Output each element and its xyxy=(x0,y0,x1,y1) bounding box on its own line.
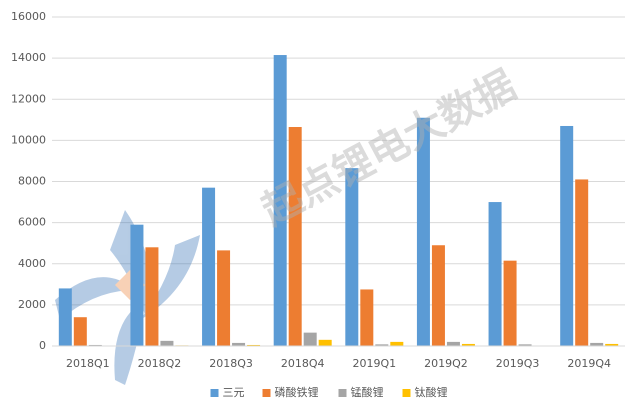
legend-label: 钛酸锂 xyxy=(415,385,448,399)
legend-label: 锰酸锂 xyxy=(351,385,384,399)
bar xyxy=(360,289,374,346)
bar xyxy=(431,245,445,346)
legend-swatch xyxy=(338,389,347,397)
y-tick-label: 12000 xyxy=(11,92,46,105)
y-tick-label: 8000 xyxy=(18,175,46,188)
bar xyxy=(560,125,574,346)
x-tick-label: 2018Q1 xyxy=(66,357,110,370)
y-tick-label: 6000 xyxy=(18,216,46,229)
bar xyxy=(73,317,87,346)
bar xyxy=(273,55,287,347)
bar xyxy=(503,260,517,346)
y-tick-label: 0 xyxy=(39,339,46,352)
y-tick-label: 14000 xyxy=(11,51,46,64)
bar xyxy=(232,342,246,346)
bar xyxy=(461,343,475,346)
legend-swatch xyxy=(262,389,271,397)
bar xyxy=(345,168,359,346)
bar xyxy=(375,344,389,346)
x-tick-label: 2018Q4 xyxy=(281,357,325,370)
bar xyxy=(446,341,460,346)
bar xyxy=(575,179,589,346)
legend-swatch xyxy=(210,389,219,397)
x-tick-label: 2019Q3 xyxy=(496,357,540,370)
y-tick-label: 10000 xyxy=(11,133,46,146)
legend-swatch xyxy=(402,389,411,397)
legend-label: 三元 xyxy=(223,386,245,399)
bar xyxy=(390,341,404,346)
bar xyxy=(217,250,231,346)
x-tick-label: 2019Q1 xyxy=(352,357,396,370)
bar xyxy=(488,202,502,346)
bar xyxy=(605,343,619,346)
y-tick-label: 4000 xyxy=(18,257,46,270)
bar xyxy=(416,117,430,346)
y-tick-label: 16000 xyxy=(11,10,46,23)
bar xyxy=(590,342,604,346)
bar xyxy=(145,247,159,346)
bar xyxy=(202,187,216,346)
bar xyxy=(58,288,72,346)
x-tick-label: 2018Q2 xyxy=(138,357,182,370)
bar xyxy=(318,339,332,346)
bar xyxy=(288,127,302,347)
bar xyxy=(130,224,144,346)
y-tick-label: 2000 xyxy=(18,298,46,311)
bar xyxy=(160,340,174,346)
bar xyxy=(247,344,261,346)
x-tick-label: 2018Q3 xyxy=(209,357,253,370)
legend-label: 磷酸铁锂 xyxy=(275,385,319,399)
bar xyxy=(518,344,532,346)
x-tick-label: 2019Q2 xyxy=(424,357,468,370)
bar xyxy=(303,332,317,346)
bar xyxy=(88,344,102,346)
x-tick-label: 2019Q4 xyxy=(567,357,611,370)
